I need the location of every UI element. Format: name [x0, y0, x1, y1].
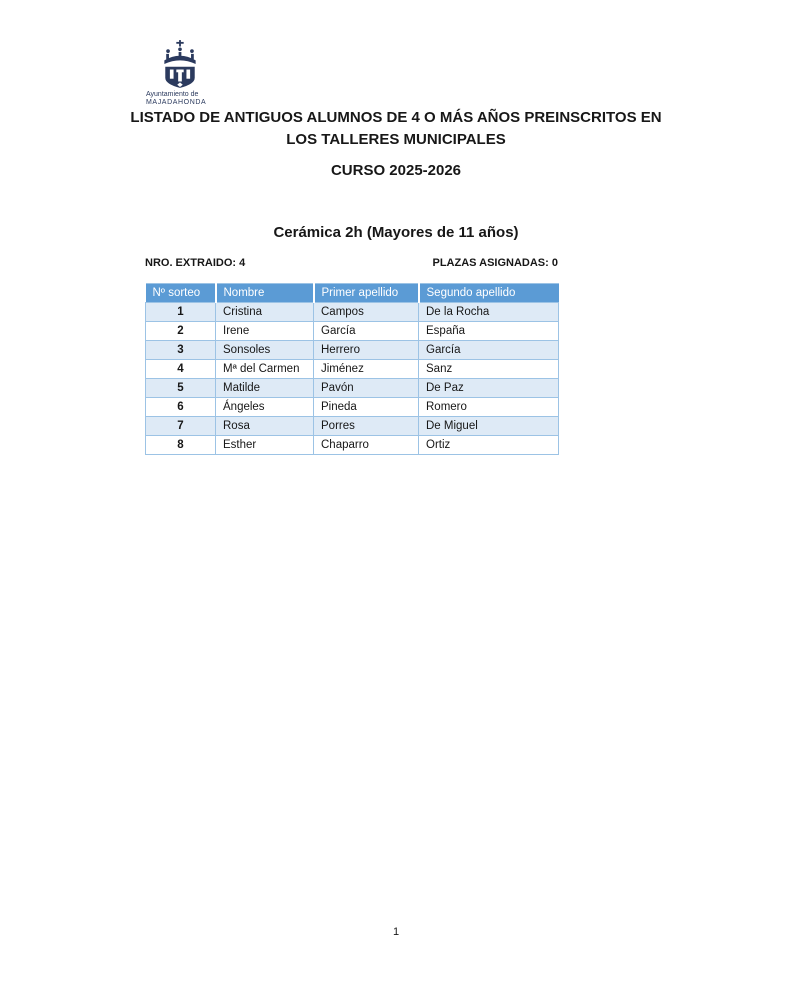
- column-header: Primer apellido: [313, 283, 420, 303]
- table-cell: España: [418, 321, 559, 341]
- table-cell: García: [313, 321, 419, 341]
- table-cell: Pavón: [313, 378, 419, 398]
- plazas-value: 0: [551, 257, 558, 269]
- table-cell: García: [418, 340, 559, 360]
- municipality-logo: Ayuntamiento de MAJADAHONDA: [146, 40, 236, 107]
- column-header: Segundo apellido: [418, 283, 559, 303]
- table-cell: Pineda: [313, 397, 419, 417]
- table-cell: Porres: [313, 416, 419, 436]
- plazas-label: PLAZAS ASIGNADAS:: [432, 257, 549, 269]
- alumnos-table: Nº sorteo Nombre Primer apellido Segundo ap…: [145, 283, 559, 455]
- table-row: 2 Irene García España: [145, 321, 559, 341]
- column-header: Nombre: [215, 283, 315, 303]
- coat-of-arms-icon: [164, 40, 196, 88]
- table-row: 5 Matilde Pavón De Paz: [145, 378, 559, 398]
- table-cell: Mª del Carmen: [215, 359, 314, 379]
- table-row: 3 Sonsoles Herrero García: [145, 340, 559, 360]
- table-row: 8 Esther Chaparro Ortiz: [145, 435, 559, 455]
- table-cell: 1: [145, 302, 216, 322]
- column-header: Nº sorteo: [145, 283, 217, 303]
- table-row: 4 Mª del Carmen Jiménez Sanz: [145, 359, 559, 379]
- document-title: LISTADO DE ANTIGUOS ALUMNOS DE 4 O MÁS A…: [0, 107, 792, 151]
- table-cell: Sanz: [418, 359, 559, 379]
- table-cell: Herrero: [313, 340, 419, 360]
- page-number: 1: [392, 926, 400, 938]
- table-cell: Ángeles: [215, 397, 314, 417]
- table-cell: 3: [145, 340, 216, 360]
- nro-extraido-label: NRO. EXTRAIDO:: [145, 257, 237, 269]
- table-cell: De Paz: [418, 378, 559, 398]
- table-cell: Campos: [313, 302, 419, 322]
- table-cell: Chaparro: [313, 435, 419, 455]
- table-cell: Irene: [215, 321, 314, 341]
- municipality-name: Ayuntamiento de MAJADAHONDA: [146, 91, 236, 107]
- table-cell: 2: [145, 321, 216, 341]
- table-cell: 5: [145, 378, 216, 398]
- table-row: 7 Rosa Porres De Miguel: [145, 416, 559, 436]
- table-cell: Romero: [418, 397, 559, 417]
- table-cell: Cristina: [215, 302, 314, 322]
- org-line1: Ayuntamiento de: [146, 91, 199, 98]
- table-cell: 6: [145, 397, 216, 417]
- table-header-row: Nº sorteo Nombre Primer apellido Segundo ap…: [145, 283, 559, 303]
- table-body: 1 Cristina Campos De la Rocha 2 Irene García Es…: [145, 302, 559, 455]
- table-cell: Esther: [215, 435, 314, 455]
- plazas-asignadas: PLAZAS ASIGNADAS: 0: [432, 257, 558, 269]
- table-cell: De la Rocha: [418, 302, 559, 322]
- section-meta: NRO. EXTRAIDO: 4 PLAZAS ASIGNADAS: 0: [145, 257, 558, 269]
- table-cell: 4: [145, 359, 216, 379]
- table-cell: 7: [145, 416, 216, 436]
- table-cell: Ortiz: [418, 435, 559, 455]
- table-cell: 8: [145, 435, 216, 455]
- org-line2: MAJADAHONDA: [146, 99, 207, 106]
- table-cell: Jiménez: [313, 359, 419, 379]
- section-title: Cerámica 2h (Mayores de 11 años): [273, 224, 519, 241]
- table-row: 1 Cristina Campos De la Rocha: [145, 302, 559, 322]
- nro-extraido-value: 4: [239, 257, 246, 269]
- table-cell: Matilde: [215, 378, 314, 398]
- nro-extraido: NRO. EXTRAIDO: 4: [145, 257, 245, 269]
- table-cell: De Miguel: [418, 416, 559, 436]
- table-cell: Rosa: [215, 416, 314, 436]
- document-title-line1: LISTADO DE ANTIGUOS ALUMNOS DE 4 O MÁS A…: [130, 109, 662, 126]
- table-row: 6 Ángeles Pineda Romero: [145, 397, 559, 417]
- table-cell: Sonsoles: [215, 340, 314, 360]
- course-title: CURSO 2025-2026: [330, 162, 462, 179]
- document-title-line2: LOS TALLERES MUNICIPALES: [286, 131, 506, 148]
